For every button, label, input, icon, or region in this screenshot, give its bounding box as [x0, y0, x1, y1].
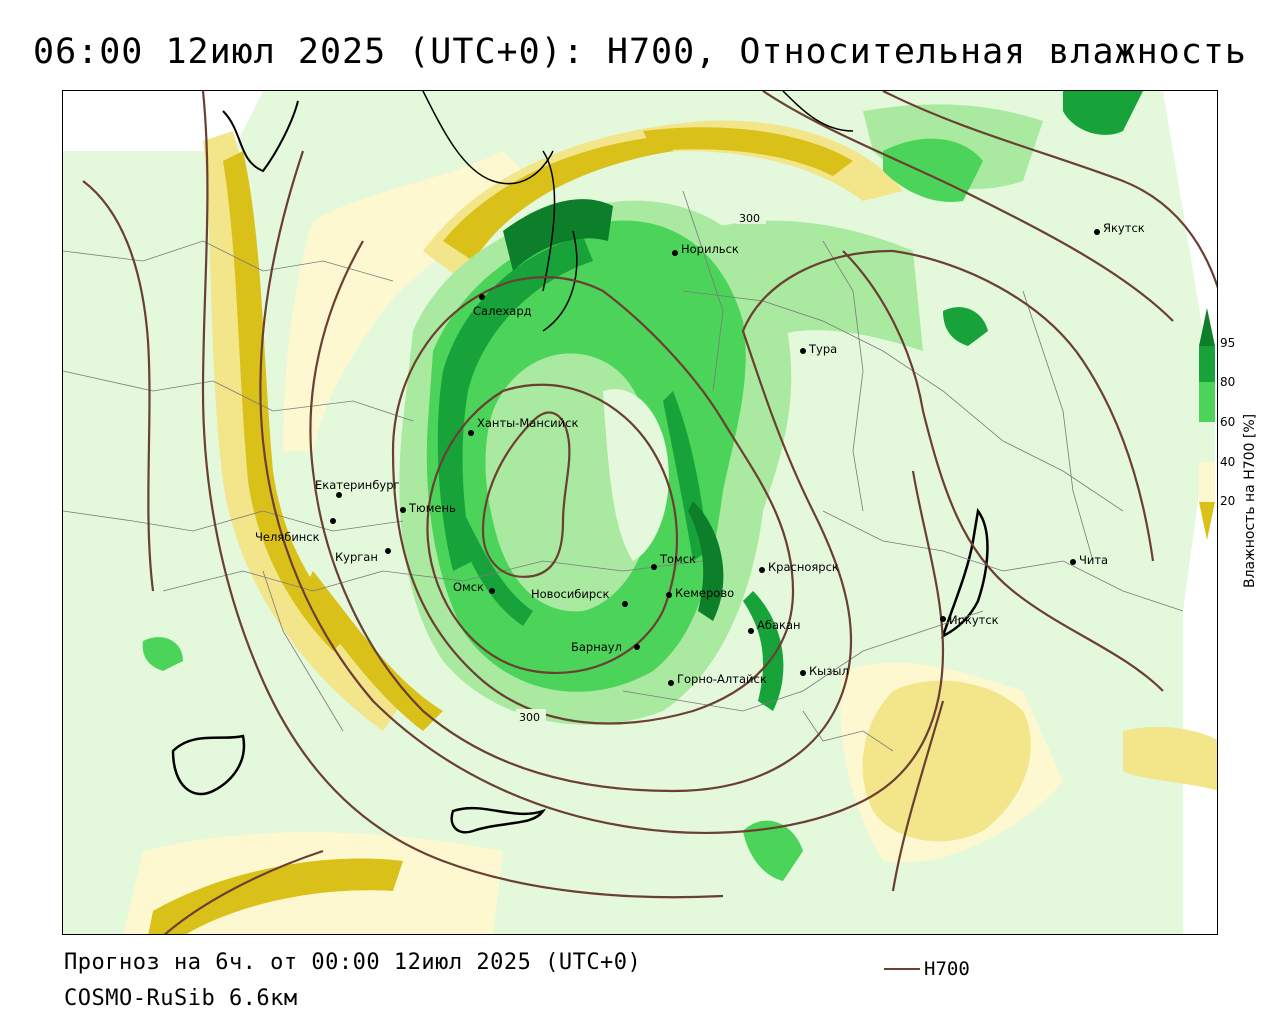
no-data-area [1163, 91, 1217, 934]
city-label-norilsk: Норильск [681, 242, 739, 256]
coastline [542, 230, 578, 332]
map-title: 06:00 12июл 2025 (UTC+0): H700, Относите… [33, 32, 1247, 72]
colorbar-segment [1199, 346, 1215, 382]
city-label-omsk: Омск [453, 580, 484, 594]
city-dot[interactable] [940, 616, 946, 622]
city-dot[interactable] [800, 348, 806, 354]
humidity-zone-dry [223, 151, 353, 651]
colorbar-cap-top [1199, 308, 1215, 346]
city-dot[interactable] [468, 430, 474, 436]
humidity-zone-mid [603, 389, 669, 561]
city-dot[interactable] [479, 294, 485, 300]
humidity-zone-dry [303, 571, 443, 731]
colorbar-segment [1199, 462, 1215, 502]
contour-legend-label: H700 [924, 958, 970, 980]
humidity-zone-dry [643, 127, 853, 176]
city-dot[interactable] [672, 250, 678, 256]
city-label-ekaterinburg: Екатеринбург [315, 478, 400, 492]
city-label-khanty-mansiysk: Ханты-Мансийск [477, 416, 578, 430]
map-canvas: 300 300 Якутск Норильск Салехард Тура Ха… [63, 91, 1217, 934]
city-dot[interactable] [330, 518, 336, 524]
contour-legend-swatch [884, 968, 920, 970]
humidity-zone-very-high [437, 236, 593, 571]
humidity-zone-high [142, 637, 183, 671]
humidity-zone-low [1123, 726, 1217, 791]
coastline [542, 150, 556, 292]
contour-label-bg [516, 709, 546, 723]
city-dot[interactable] [668, 680, 674, 686]
contour-legend: H700 [884, 958, 970, 980]
city-label-tyumen: Тюмень [408, 501, 456, 515]
lake-baikal [940, 507, 989, 639]
coastline [171, 734, 246, 796]
city-markers: Якутск Норильск Салехард Тура Ханты-Манс… [255, 221, 1145, 686]
forecast-info: Прогноз на 6ч. от 00:00 12июл 2025 (UTC+… [64, 950, 642, 975]
contour-label: 300 [519, 711, 540, 724]
city-dot[interactable] [400, 507, 406, 513]
city-label-kurgan: Курган [335, 550, 378, 564]
humidity-zone-high [883, 138, 983, 202]
city-label-barnaul: Барнаул [571, 640, 622, 654]
city-dot[interactable] [800, 670, 806, 676]
city-dot[interactable] [385, 548, 391, 554]
city-dot[interactable] [651, 564, 657, 570]
coastline [450, 806, 547, 834]
city-label-tura: Тура [808, 342, 837, 356]
colorbar-tick: 20 [1220, 494, 1236, 508]
colorbar-segment [1199, 422, 1215, 462]
humidity-zone-low [862, 680, 1031, 842]
city-label-krasnoyarsk: Красноярск [768, 560, 839, 574]
city-dot[interactable] [489, 588, 495, 594]
weather-map[interactable]: 300 300 Якутск Норильск Салехард Тура Ха… [62, 90, 1218, 935]
city-dot[interactable] [336, 492, 342, 498]
city-label-salekhard: Салехард [473, 304, 532, 318]
contour-label: 300 [739, 212, 760, 225]
coastline [782, 91, 854, 132]
coastline [222, 100, 299, 173]
city-label-irkutsk: Иркутск [949, 613, 999, 627]
city-label-kyzyl: Кызыл [809, 664, 849, 678]
humidity-zone-dry [443, 136, 673, 261]
city-label-abakan: Абакан [757, 618, 801, 632]
city-dot[interactable] [666, 592, 672, 598]
humidity-zone-saturated [503, 199, 613, 271]
city-dot[interactable] [759, 567, 765, 573]
humidity-zone-low [423, 120, 903, 281]
city-dot[interactable] [634, 644, 640, 650]
colorbar-cap-bottom [1199, 502, 1215, 540]
humidity-zone-dry [148, 858, 403, 934]
colorbar-tick: 80 [1220, 375, 1236, 389]
city-dot[interactable] [622, 601, 628, 607]
city-label-novosibirsk: Новосибирск [531, 587, 609, 601]
model-name: COSMO-RuSib 6.6км [64, 986, 298, 1011]
h700-contours [82, 91, 1217, 934]
city-label-chita: Чита [1079, 553, 1108, 567]
city-label-kemerovo: Кемерово [675, 586, 734, 600]
humidity-zone-very-high [458, 511, 533, 626]
city-label-chelyabinsk: Челябинск [255, 530, 320, 544]
colorbar-tick: 40 [1220, 455, 1236, 469]
humidity-colorbar [1199, 308, 1215, 540]
city-label-yakutsk: Якутск [1103, 221, 1145, 235]
city-dot[interactable] [1070, 559, 1076, 565]
city-dot[interactable] [748, 628, 754, 634]
colorbar-title: Влажность на H700 [%] [1242, 413, 1258, 588]
colorbar-tick: 60 [1220, 415, 1236, 429]
contour-label-bg [736, 210, 766, 224]
city-dot[interactable] [1094, 229, 1100, 235]
humidity-zone-very-high [743, 591, 784, 711]
humidity-zone-very-high [1063, 91, 1143, 135]
colorbar-tick: 95 [1220, 336, 1236, 350]
humidity-zone-high [743, 820, 803, 881]
coastline [422, 91, 554, 185]
colorbar-segment [1199, 382, 1215, 422]
no-data-area [63, 91, 263, 151]
city-label-tomsk: Томск [659, 552, 696, 566]
city-label-gorno-altaysk: Горно-Алтайск [677, 672, 767, 686]
humidity-zone-very-high [943, 307, 988, 346]
humidity-zone-saturated [688, 501, 724, 621]
